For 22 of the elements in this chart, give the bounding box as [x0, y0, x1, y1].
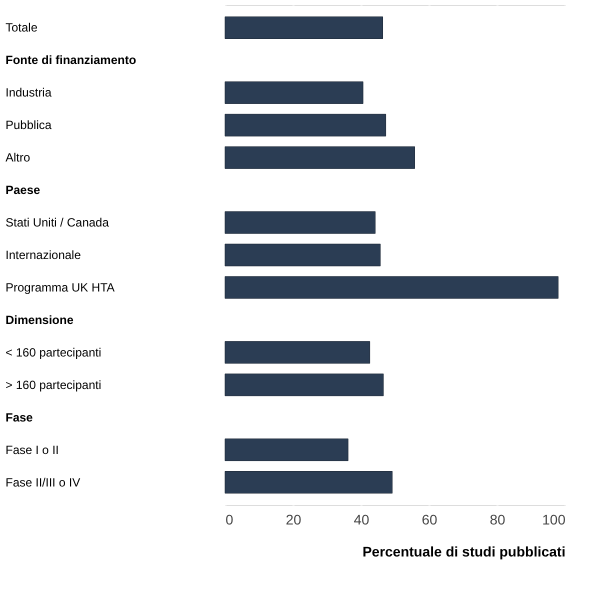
y-tick-label: Programma UK HTA [6, 280, 115, 294]
y-tick-label: Paese [6, 183, 41, 198]
y-tick-label: Fonte di finanziamento [6, 53, 136, 68]
y-tick-label: Totale [6, 20, 38, 35]
x-tick-label: 100 [542, 512, 566, 528]
y-tick-label: > 160 partecipanti [6, 378, 102, 392]
y-tick-label: Dimensione [6, 312, 74, 327]
x-axis-title: Percentuale di studi pubblicati [362, 544, 566, 560]
y-tick-label: Pubblica [6, 118, 52, 132]
x-tick-label: 60 [422, 512, 438, 528]
y-tick-label: Industria [6, 86, 52, 100]
y-tick-label: Altro [6, 150, 30, 165]
x-tick-label: 40 [354, 512, 370, 528]
y-tick-label: < 160 partecipanti [6, 345, 102, 360]
y-tick-label: Fase I o II [6, 442, 59, 457]
x-tick-label: 80 [490, 512, 506, 528]
y-tick-label: Stati Uniti / Canada [6, 216, 110, 230]
y-tick-label: Internazionale [6, 248, 82, 262]
y-tick-label: Fase [6, 410, 34, 424]
y-tick-label: Fase II/III o IV [6, 475, 80, 490]
x-tick-label: 20 [286, 512, 302, 528]
x-tick-label: 0 [226, 512, 234, 528]
